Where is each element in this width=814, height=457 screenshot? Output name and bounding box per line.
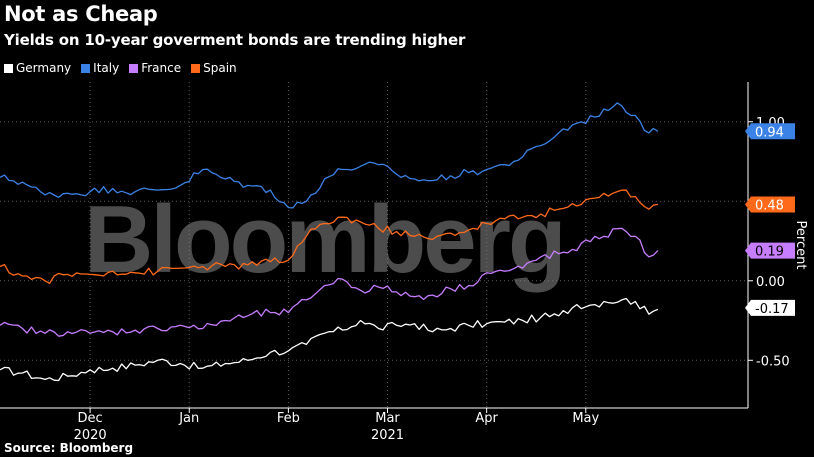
badge-label-italy: 0.94	[755, 125, 784, 140]
series-line-spain	[0, 189, 659, 285]
x-tick-label-4: Apr	[475, 411, 498, 426]
x-year-label-0: 2020	[74, 428, 107, 443]
badge-spain: 0.48	[745, 196, 795, 213]
badge-bg-spain	[745, 196, 795, 213]
badge-france: 0.19	[745, 242, 795, 260]
source-note: Source: Bloomberg	[4, 441, 134, 455]
legend-item-spain: Spain	[191, 61, 237, 75]
legend-swatch-germany	[4, 63, 13, 73]
x-tick-label-1: Jan	[178, 411, 199, 426]
legend-item-italy: Italy	[81, 61, 119, 75]
series-layer	[0, 102, 659, 382]
series-line-france	[0, 227, 659, 337]
badge-germany: -0.17	[745, 299, 795, 317]
x-tick-label-2: Feb	[277, 411, 300, 426]
badge-bg-france	[745, 242, 795, 259]
legend-label-france: France	[141, 61, 182, 75]
legend-label-spain: Spain	[203, 61, 237, 75]
series-line-italy	[0, 102, 659, 209]
chart-title: Not as Cheap	[4, 2, 158, 26]
watermark-text: Bloomberg	[84, 186, 564, 293]
chart-subtitle: Yields on 10-year goverment bonds are tr…	[4, 31, 466, 49]
x-tick-label-0: Dec	[78, 411, 103, 426]
legend-swatch-france	[129, 63, 139, 73]
badge-label-france: 0.19	[755, 245, 784, 260]
legend-swatch-italy	[81, 63, 91, 73]
x-year-label-1: 2021	[371, 428, 404, 443]
legend-item-france: France	[129, 61, 181, 75]
legend-item-germany: Germany	[4, 61, 71, 75]
legend-swatch-spain	[191, 63, 201, 73]
badge-label-spain: 0.48	[755, 198, 784, 213]
last-value-badges: -0.17 0.94 0.19 0.48	[745, 123, 795, 317]
grid-lines	[0, 82, 748, 409]
y-axis-ticks: -0.500.000.501.00	[748, 116, 790, 369]
y-axis-label: Percent	[793, 221, 808, 270]
y-tick-label-0: -0.50	[756, 354, 790, 369]
x-axis-ticks: Dec Jan Feb Mar Apr May 2020 2021	[74, 408, 600, 443]
y-tick-label-1: 0.00	[756, 275, 785, 290]
legend-label-germany: Germany	[16, 61, 72, 75]
badge-bg-germany	[745, 299, 795, 316]
badge-label-germany: -0.17	[755, 302, 789, 317]
legend: Germany Italy France Spain	[4, 61, 237, 75]
series-line-germany	[0, 297, 659, 382]
x-tick-label-3: Mar	[375, 411, 400, 426]
badge-bg-italy	[745, 123, 795, 140]
x-tick-label-5: May	[572, 411, 599, 426]
legend-label-italy: Italy	[93, 61, 120, 75]
badge-italy: 0.94	[745, 123, 795, 140]
